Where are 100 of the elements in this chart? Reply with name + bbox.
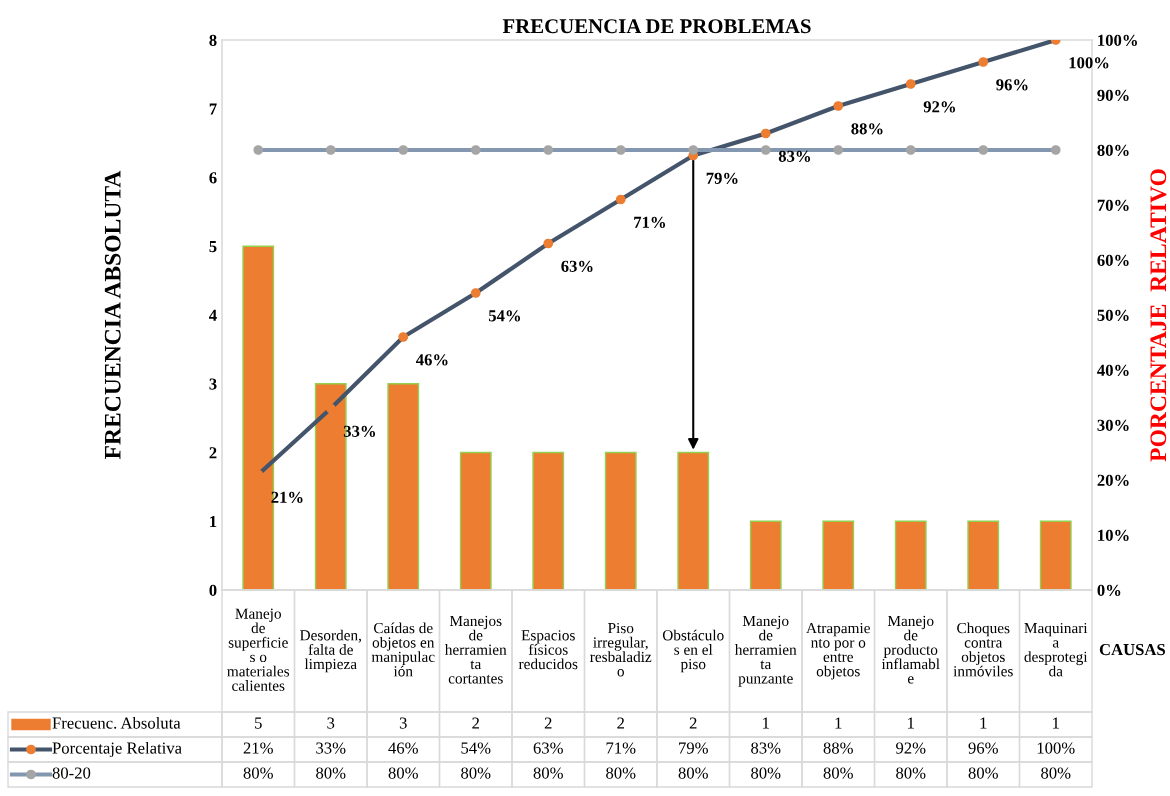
y2-tick-label: 50%	[1097, 309, 1129, 321]
data-label: 2	[544, 717, 552, 729]
data-label: 2	[617, 717, 624, 729]
y2-axis-title: PORCENTAJE RELATIVO	[1150, 169, 1167, 462]
y2-tick-label: 10%	[1098, 529, 1129, 541]
data-label: 92%	[896, 742, 926, 754]
y-tick-label: 4	[209, 309, 217, 321]
bar	[532, 451, 565, 590]
data-label: 2	[689, 717, 697, 729]
text: 79%	[706, 172, 738, 184]
legend-label: 80-20	[52, 767, 91, 779]
text: 71%	[634, 216, 666, 228]
data-label: 33%	[316, 742, 346, 754]
data-label: 80%	[388, 767, 418, 779]
data-label: 80%	[316, 767, 346, 779]
data-label: 80%	[243, 767, 273, 779]
data-label: 71%	[606, 742, 636, 754]
data-label: 80%	[896, 767, 926, 779]
data-label: 63%	[533, 742, 563, 754]
x-tick-label: Atrapamiento por o entre objetos	[806, 622, 870, 680]
y2-tick-label: 20%	[1097, 474, 1129, 486]
bar	[894, 520, 927, 590]
data-label: 1	[980, 717, 987, 729]
y-tick-label: 2	[209, 447, 217, 459]
point	[615, 145, 626, 155]
point	[470, 145, 481, 155]
y-tick-label: 1	[210, 516, 217, 528]
data-label: 3	[399, 717, 407, 729]
x-axis-title: CAUSAS	[1099, 643, 1165, 656]
bar	[822, 520, 855, 590]
bar	[967, 520, 1000, 590]
text: 88%	[851, 123, 883, 135]
text: 100%	[1069, 57, 1109, 69]
point	[688, 145, 699, 155]
point	[833, 145, 844, 155]
bar	[749, 520, 782, 590]
bar	[677, 451, 710, 590]
data-label: 80%	[823, 767, 853, 779]
legend-label: Frecuenc. Absoluta	[52, 716, 181, 729]
y-tick-label: 6	[209, 172, 217, 184]
y-tick-label: 8	[209, 34, 217, 46]
data-label: 1	[763, 717, 769, 729]
data-label: 80%	[968, 767, 998, 779]
bar	[387, 383, 420, 590]
data-label: 83%	[751, 742, 781, 754]
data-label: 1	[835, 717, 842, 729]
data-label: 3	[327, 717, 335, 729]
bar	[604, 451, 637, 590]
point	[325, 145, 336, 155]
data-label: 80%	[751, 767, 781, 779]
x-tick-label: Caídas de objetos en manipulación	[371, 622, 435, 677]
text: 92%	[923, 101, 956, 113]
y2-tick-label: 30%	[1097, 419, 1129, 431]
text: 63%	[561, 260, 593, 272]
x-tick-label: Desorden, falta de limpieza	[300, 629, 361, 673]
x-tick-label: Piso irregular, resbaladizo	[590, 622, 652, 677]
text: 96%	[996, 79, 1028, 91]
y2-tick-label: 90%	[1097, 89, 1129, 101]
data-label: 54%	[461, 742, 491, 754]
point	[253, 145, 264, 155]
data-label: 5	[255, 717, 262, 729]
x-tick-label: Manejo de producto inflamable	[881, 615, 940, 684]
data-label: 1	[1053, 717, 1059, 729]
y-tick-label: 3	[209, 378, 217, 390]
x-tick-label: Obstáculos en el piso	[662, 629, 724, 673]
y-tick-label: 0	[209, 584, 217, 596]
data-label: 1	[908, 717, 914, 729]
point	[398, 145, 409, 155]
legend-label: Porcentaje Relativa	[52, 741, 182, 758]
data-label: 88%	[823, 742, 853, 754]
data-label: 80%	[533, 767, 563, 779]
data-label: 80%	[606, 767, 636, 779]
x-tick-label: Maquinaria desprotegida	[1024, 622, 1088, 677]
point	[905, 145, 916, 155]
y-tick-label: 5	[209, 241, 217, 253]
point	[760, 145, 771, 155]
bar	[459, 451, 492, 590]
x-tick-label: Espacios físicos reducidos	[518, 630, 578, 670]
point	[1050, 145, 1061, 155]
data-label: 80%	[678, 767, 708, 779]
y-axis-title: FRECUENCIA ABSOLUTA	[104, 170, 121, 460]
data-label: 2	[472, 717, 479, 729]
x-tick-label: Manejo de superficies o materiales calientes	[227, 608, 290, 691]
data-label: 46%	[388, 742, 418, 754]
y2-tick-label: 100%	[1098, 34, 1137, 46]
y2-tick-label: 0%	[1097, 584, 1121, 596]
y2-tick-label: 80%	[1097, 144, 1129, 156]
x-tick-label: Manejo de herramienta punzante	[734, 615, 797, 687]
data-label: 100%	[1037, 742, 1075, 754]
data-label: 79%	[679, 742, 708, 754]
text: 83%	[778, 150, 811, 162]
y2-tick-label: 40%	[1097, 364, 1129, 376]
data-label: 96%	[968, 742, 998, 754]
x-tick-label: Choques contra objetos inmóviles	[953, 622, 1013, 677]
text: 46%	[415, 354, 448, 366]
data-label: 80%	[1041, 767, 1071, 779]
x-tick-label: Manejos de herramienta cortantes	[444, 615, 507, 684]
text: 54%	[488, 310, 521, 322]
point	[978, 145, 989, 155]
data-label: 80%	[461, 767, 491, 779]
